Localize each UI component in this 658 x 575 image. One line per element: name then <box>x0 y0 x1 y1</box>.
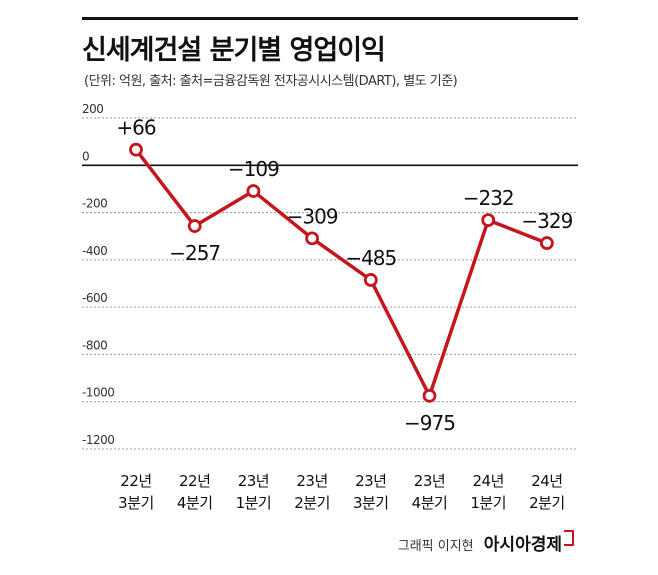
data-point <box>422 388 437 403</box>
x-tick-label-quarter: 1분기 <box>470 494 506 512</box>
y-tick-label: -400 <box>82 244 107 258</box>
data-point <box>540 236 554 250</box>
x-tick-label-year: 22년 <box>120 472 151 490</box>
data-point <box>246 184 261 198</box>
y-tick-label: 200 <box>82 102 103 116</box>
top-rule <box>82 17 578 20</box>
data-label: −309 <box>287 204 338 228</box>
x-tick-label-quarter: 2분기 <box>294 494 330 512</box>
x-tick-label-year: 23년 <box>296 472 327 490</box>
y-tick-label: -200 <box>82 197 107 211</box>
data-point <box>129 142 143 157</box>
data-label: −485 <box>345 246 396 270</box>
data-label: −329 <box>521 209 572 233</box>
x-tick-label-year: 24년 <box>531 472 562 490</box>
x-tick-label-quarter: 2분기 <box>529 494 565 512</box>
credit: 그래픽 이지현 아시아경제 <box>398 530 574 555</box>
brand-mark-icon <box>564 530 574 546</box>
data-point <box>305 231 320 246</box>
data-point <box>363 273 378 287</box>
y-tick-label: -1200 <box>82 433 114 447</box>
series-line <box>134 148 548 398</box>
data-label: −109 <box>228 157 279 181</box>
data-point <box>187 219 202 233</box>
data-label: −257 <box>169 241 220 265</box>
y-tick-label: -800 <box>82 338 107 352</box>
y-tick-label: -600 <box>82 291 107 305</box>
x-tick-label-year: 22년 <box>179 472 210 490</box>
x-tick-label-year: 24년 <box>473 472 504 490</box>
x-tick-label-quarter: 4분기 <box>412 494 448 512</box>
x-tick-label-year: 23년 <box>414 472 445 490</box>
y-tick-label: -1000 <box>82 386 114 400</box>
credit-prefix: 그래픽 이지현 <box>397 539 474 554</box>
data-label: −232 <box>463 186 514 210</box>
data-label: +66 <box>116 116 155 140</box>
data-label: −975 <box>404 411 455 435</box>
x-tick-label-year: 23년 <box>238 472 269 490</box>
x-tick-label-quarter: 4분기 <box>177 494 213 512</box>
x-tick-label-quarter: 3분기 <box>353 494 389 512</box>
x-tick-label-year: 23년 <box>355 472 386 490</box>
x-tick-label-quarter: 3분기 <box>118 494 154 512</box>
chart-title: 신세계건설 분기별 영업이익 <box>82 35 386 66</box>
y-tick-label: 0 <box>82 149 89 163</box>
data-point <box>481 213 496 228</box>
chart-subtitle: (단위: 억원, 출처: 출처=금융감독원 전자공시시스템(DART), 별도 … <box>84 74 458 89</box>
brand-logo: 아시아경제 <box>483 535 562 555</box>
x-tick-label-quarter: 1분기 <box>236 494 272 512</box>
